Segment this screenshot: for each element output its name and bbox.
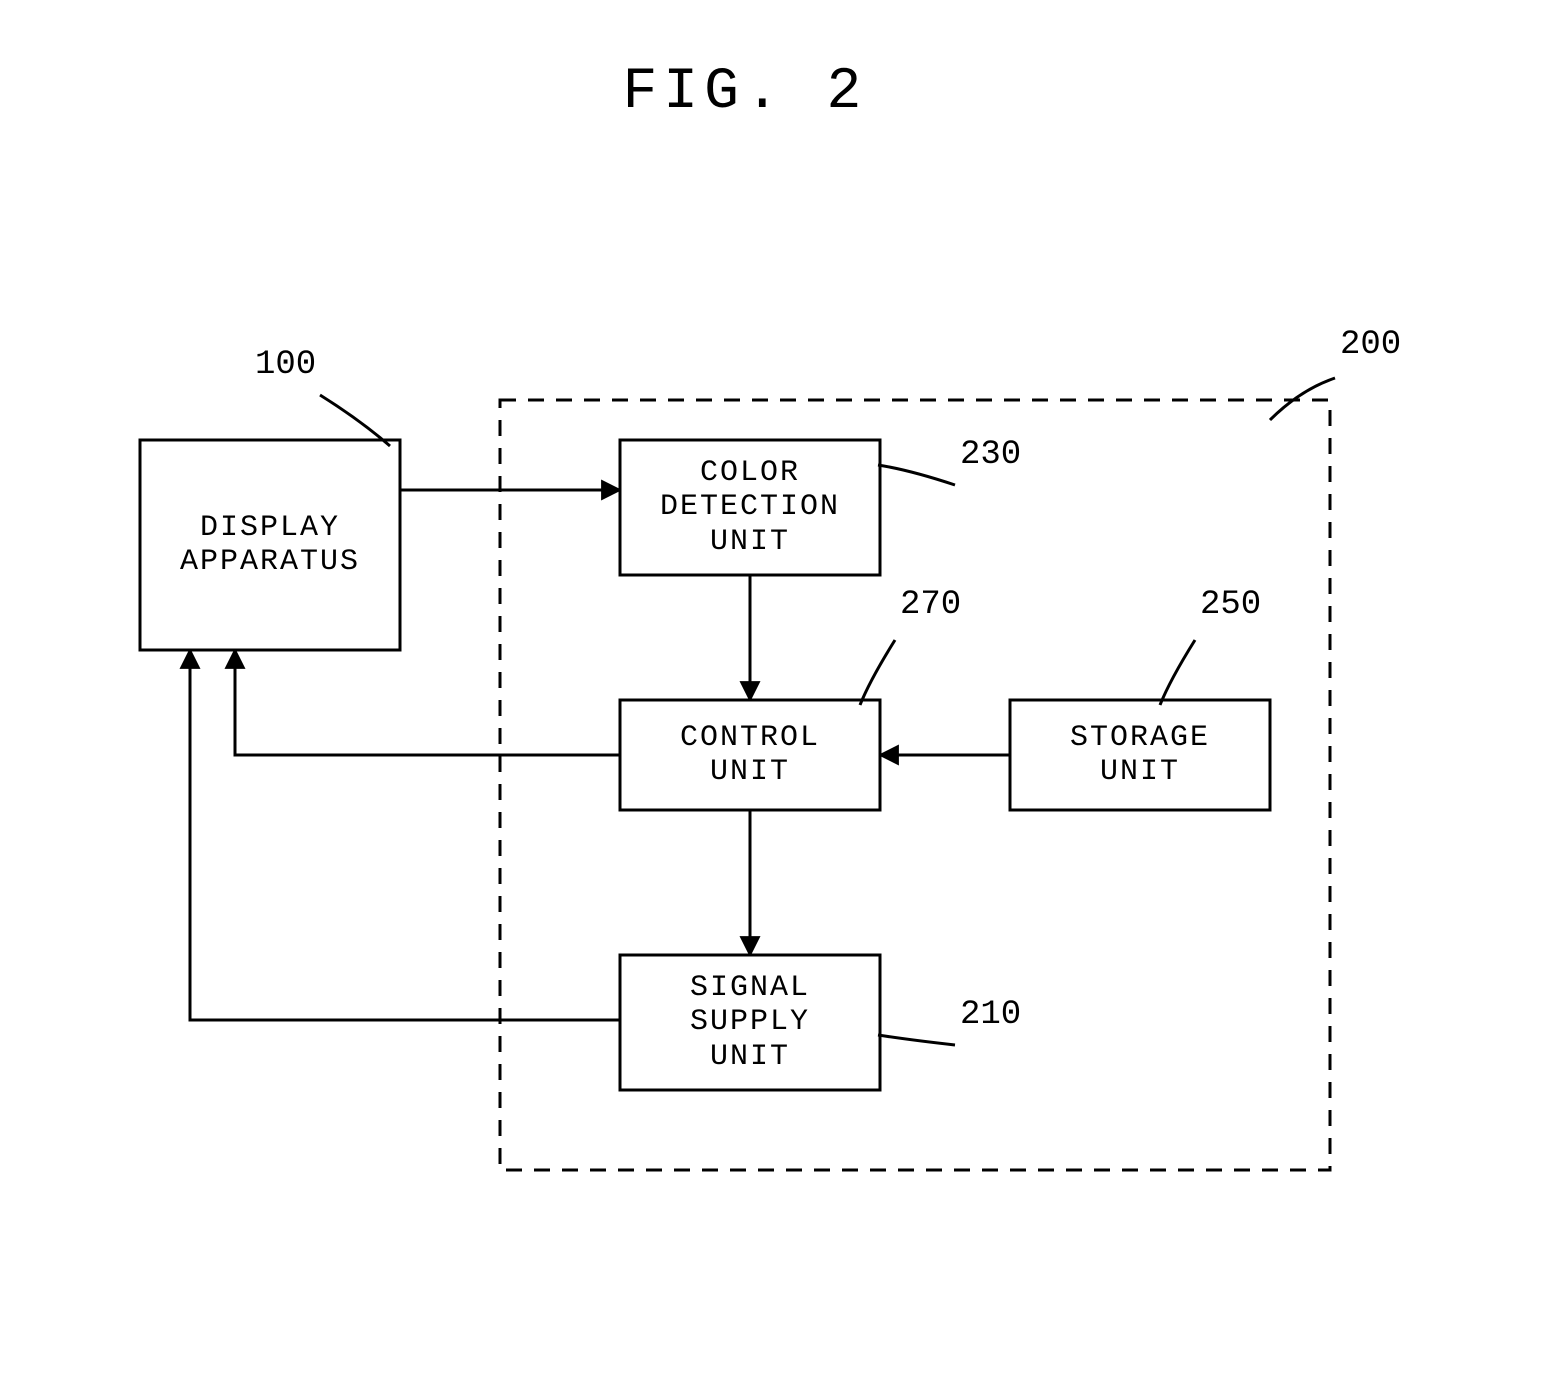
node-label-storage: STORAGE UNIT (1010, 700, 1270, 810)
node-label-color: COLOR DETECTION UNIT (620, 440, 880, 575)
node-ref-label-color: 230 (960, 436, 1021, 474)
node-label-display: DISPLAY APPARATUS (140, 440, 400, 650)
node-label-signal: SIGNAL SUPPLY UNIT (620, 955, 880, 1090)
container-ref-label: 200 (1340, 326, 1401, 364)
node-ref-label-storage: 250 (1200, 586, 1261, 624)
node-ref-label-signal: 210 (960, 996, 1021, 1034)
node-ref-label-control: 270 (900, 586, 961, 624)
node-ref-label-display: 100 (255, 346, 316, 384)
node-label-control: CONTROL UNIT (620, 700, 880, 810)
figure-title: FIG. 2 (623, 60, 868, 125)
